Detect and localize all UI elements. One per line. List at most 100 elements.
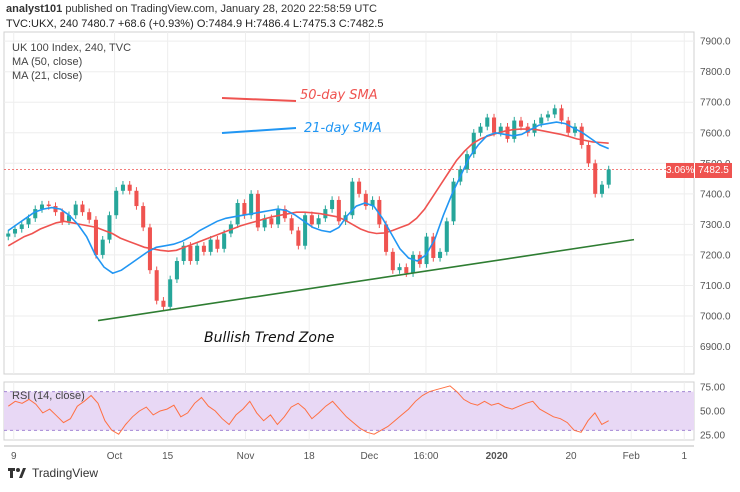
ohlc-o: 7484.9	[208, 18, 243, 30]
candle-body	[181, 245, 186, 262]
candle-body	[107, 215, 112, 240]
candle-body	[262, 218, 267, 228]
candle-body	[168, 279, 173, 307]
candle-body	[377, 199, 382, 225]
candle-body	[390, 251, 395, 271]
candle-body	[201, 245, 206, 252]
candle-body	[572, 126, 578, 133]
x-tick-label: Nov	[237, 451, 255, 462]
x-tick-label: Dec	[360, 451, 378, 462]
candle-body	[33, 209, 38, 219]
symbol-line: TVC:UKX, 240 7480.7 +68.6 (+0.93%) O:748…	[6, 17, 383, 32]
candle-body	[73, 204, 78, 216]
candle-body	[53, 206, 58, 213]
x-tick-label: 2020	[486, 451, 509, 462]
candle-body	[593, 163, 598, 194]
candle-body	[316, 218, 321, 225]
price-pane-frame	[3, 31, 695, 375]
candle-body	[566, 120, 571, 133]
candle-body	[404, 267, 409, 274]
candle-body	[451, 181, 456, 222]
candle-body	[303, 215, 308, 246]
candle-body	[323, 209, 328, 219]
publisher-name[interactable]: analyst101	[6, 3, 63, 15]
tradingview-logo-icon[interactable]	[8, 466, 26, 480]
candle-body	[431, 236, 436, 258]
candle-body	[336, 199, 341, 222]
ohlc-l-label: L:	[292, 18, 303, 30]
y-tick-label: 7100.0	[700, 281, 731, 292]
x-tick-label: 16:00	[413, 451, 438, 462]
symbol: TVC:UKX, 240	[6, 18, 79, 30]
x-tick-label: 1	[681, 451, 687, 462]
candle-body	[66, 215, 72, 222]
y-tick-label: 7400.0	[700, 189, 731, 200]
candle-body	[539, 117, 544, 124]
candle-body	[26, 218, 31, 225]
published-text: published on TradingView.com, January 28…	[62, 3, 377, 15]
x-tick-label: Feb	[623, 451, 641, 462]
candle-body	[444, 221, 449, 252]
rsi-tick-label: 25.00	[700, 431, 725, 442]
y-tick-label: 7000.0	[700, 311, 731, 322]
candle-body	[309, 215, 314, 225]
x-tick-label: 18	[304, 451, 316, 462]
candle-body	[559, 108, 564, 121]
y-tick-label: 7200.0	[700, 250, 731, 261]
candle-body	[19, 224, 24, 229]
price-badge-price: 7482.5	[698, 165, 729, 176]
footer: TradingView	[8, 466, 98, 480]
candle-body	[242, 203, 247, 216]
candle-body	[545, 114, 551, 118]
candle-body	[478, 126, 483, 133]
candle-body	[505, 126, 510, 139]
candle-body	[215, 239, 220, 249]
candle-body	[269, 218, 274, 225]
legend-rsi: RSI (14, close)	[12, 390, 85, 402]
price-badge: 3.06% 7482.5	[666, 163, 732, 178]
x-tick-label: 9	[11, 451, 17, 462]
candle-body	[141, 206, 146, 228]
candle-body	[222, 233, 227, 249]
brand-name[interactable]: TradingView	[32, 466, 99, 480]
sma21-key-line	[221, 127, 297, 134]
candle-body	[276, 209, 281, 225]
candle-body	[579, 126, 584, 145]
x-tick-label: Oct	[107, 451, 123, 462]
y-tick-label: 7700.0	[700, 98, 731, 109]
last-price: 7480.7	[81, 18, 115, 30]
candle-body	[46, 204, 51, 207]
sma21-annotation: 21-day SMA	[304, 121, 382, 136]
candle-body	[114, 190, 119, 216]
candle-body	[485, 117, 490, 127]
candle-body	[370, 199, 375, 207]
candle-body	[100, 239, 105, 255]
candle-body	[296, 230, 301, 246]
candle-body	[195, 245, 200, 262]
candle-body	[438, 251, 443, 258]
candle-body	[249, 193, 254, 216]
candle-body	[498, 126, 503, 133]
zone-annotation: Bullish Trend Zone	[204, 330, 335, 346]
y-tick-label: 7900.0	[700, 37, 731, 48]
candle-body	[599, 184, 604, 194]
candle-body	[161, 300, 166, 307]
candle-body	[350, 181, 355, 216]
candle-body	[39, 204, 45, 210]
candle-body	[60, 212, 65, 222]
legend-ma50: MA (50, close)	[12, 56, 83, 68]
rsi-tick-label: 75.00	[700, 382, 725, 393]
ohlc-c-label: C:	[338, 18, 350, 30]
candle-body	[586, 144, 591, 164]
x-tick-label: 20	[565, 451, 577, 462]
ohlc-c: 7482.5	[349, 18, 384, 30]
ohlc-h: 7486.4	[256, 18, 290, 30]
candle-body	[384, 224, 389, 252]
candle-body	[134, 190, 139, 207]
chart-header: analyst101 published on TradingView.com,…	[6, 2, 377, 17]
y-tick-label: 6900.0	[700, 342, 731, 353]
candle-body	[174, 261, 179, 280]
ma50-line	[7, 128, 609, 253]
candle-body	[120, 184, 125, 191]
